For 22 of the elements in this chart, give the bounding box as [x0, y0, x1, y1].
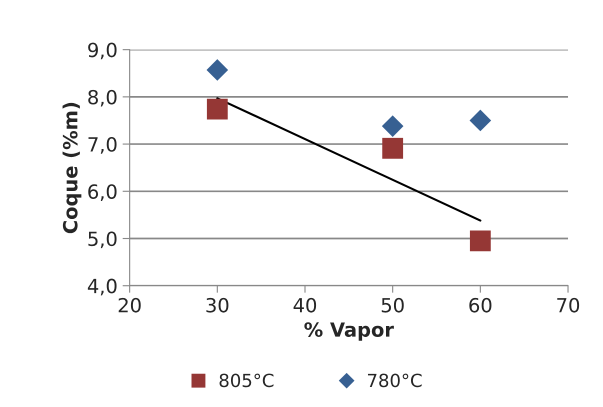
x-tick-label: 30: [206, 298, 228, 313]
x-axis-title: % Vapor: [304, 322, 394, 341]
point: [206, 59, 228, 81]
point: [470, 110, 492, 132]
x-tick-label: 60: [469, 298, 492, 313]
point: [382, 138, 404, 159]
y-tick-label: 7,0: [88, 137, 117, 154]
y-tick-label: 9,0: [88, 42, 117, 60]
x-tick-label: 20: [118, 298, 141, 313]
y-axis-title: Coque (%m): [62, 102, 82, 234]
legend-label: 805°C: [220, 374, 274, 388]
point: [470, 230, 491, 252]
x-tick-label: 70: [557, 298, 580, 313]
y-tick-label: 4,0: [88, 278, 117, 296]
point: [382, 115, 404, 137]
y-tick-label: 8,0: [88, 90, 117, 107]
y-tick-label: 6,0: [88, 184, 117, 201]
point: [206, 98, 228, 120]
x-tick-label: 50: [382, 298, 404, 313]
x-tick-label: 40: [294, 298, 316, 313]
legend-label: 780°C: [368, 374, 422, 388]
y-tick-label: 5,0: [88, 231, 117, 248]
